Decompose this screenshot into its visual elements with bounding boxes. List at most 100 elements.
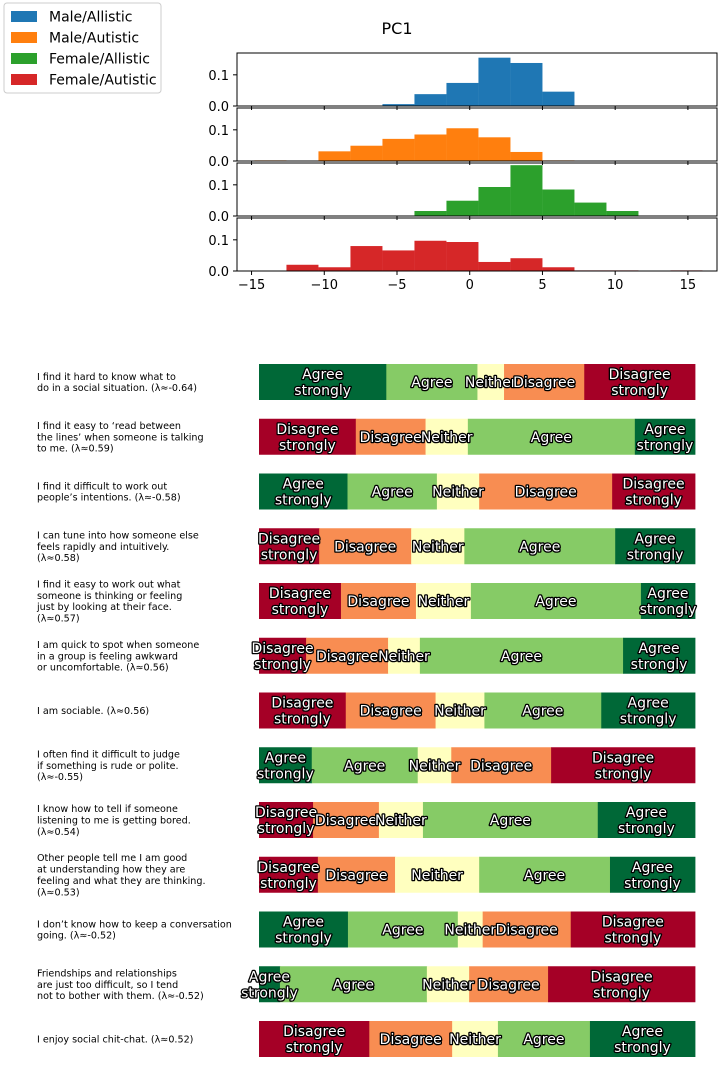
x-tick-label: −10 — [311, 278, 338, 293]
segment-label: Agree — [519, 539, 560, 555]
bar-segment — [479, 856, 611, 893]
segment-label: Disagree — [271, 696, 333, 712]
bar-segment — [640, 583, 696, 619]
hist-bar — [510, 165, 543, 216]
segment-label: strongly — [611, 383, 668, 399]
question-text: Friendships and relationships — [37, 968, 177, 979]
question-text: someone is thinking or feeling — [37, 591, 182, 602]
bar-segment — [422, 802, 599, 838]
bar-segment — [319, 528, 412, 565]
y-tick-label: 0.0 — [208, 100, 229, 115]
hist-bar — [478, 137, 511, 161]
segment-label: strongly — [272, 602, 329, 618]
segment-label: Agree — [344, 758, 385, 774]
hist-bar — [542, 189, 575, 216]
hist-bar — [446, 82, 479, 106]
segment-label: Agree — [644, 422, 685, 438]
hist-panel-2: 0.0 0.1 — [208, 162, 718, 225]
segment-label: Agree — [283, 477, 324, 493]
segment-label: strongly — [631, 657, 688, 673]
x-tick-label: 10 — [607, 278, 624, 293]
segment-label: Neither — [444, 923, 496, 939]
bar-segment — [469, 966, 549, 1003]
question-text: going. (λ≈-0.52) — [37, 931, 116, 942]
segment-label: Disagree — [592, 750, 654, 766]
hist-bar — [446, 200, 479, 216]
segment-label: Disagree — [255, 805, 317, 821]
question-text: feels rapidly and intuitively. — [37, 542, 169, 553]
bar-segment — [317, 856, 396, 893]
segment-label: Agree — [638, 641, 679, 657]
bar-segment — [477, 364, 505, 400]
segment-label: Agree — [524, 868, 565, 884]
hist-bar — [478, 261, 511, 271]
segment-label: Disagree — [276, 422, 338, 438]
bar-segment — [426, 966, 470, 1003]
segment-label: Neither — [434, 704, 486, 720]
segment-label: Disagree — [325, 868, 387, 884]
bar-segment — [452, 1021, 499, 1057]
segment-label: Disagree — [609, 367, 671, 383]
hist-bar — [414, 240, 447, 271]
segment-label: Neither — [409, 758, 461, 774]
segment-label: Agree — [531, 430, 572, 446]
segment-label: Disagree — [360, 704, 422, 720]
bar-segment — [259, 856, 319, 893]
bar-segment — [451, 747, 552, 784]
segment-label: strongly — [627, 547, 684, 563]
hist-bar — [414, 94, 447, 106]
panel-frame — [236, 52, 718, 107]
hist-bar — [478, 57, 511, 106]
segment-label: Agree — [372, 485, 413, 501]
x-tick-label: 0 — [466, 278, 474, 293]
question-text: at understanding how they are — [37, 865, 185, 876]
segment-label: Disagree — [496, 923, 558, 939]
segment-label: strongly — [241, 985, 298, 1001]
segment-label: Neither — [411, 868, 463, 884]
segment-label: Neither — [375, 813, 427, 829]
y-tick-label: 0.0 — [208, 265, 229, 280]
question-text: are just too difficult, so I tend — [37, 980, 178, 991]
segment-label: Disagree — [334, 539, 396, 555]
chart-title: PC1 — [382, 19, 413, 38]
bar-segment — [482, 911, 572, 948]
x-tick-label: 5 — [538, 278, 546, 293]
segment-label: Disagree — [623, 477, 685, 493]
y-tick-label: 0.1 — [208, 124, 229, 139]
bar-segment — [259, 802, 314, 838]
question-text: I am quick to spot when someone — [37, 640, 199, 651]
likert-row-2: I find it difficult to work outpeople’s … — [37, 473, 696, 510]
likert-row-12: I enjoy social chit-chat. (λ≈0.52) Disagr… — [37, 1021, 696, 1057]
segment-label: strongly — [595, 766, 652, 782]
segment-label: strongly — [605, 931, 662, 947]
legend-swatch — [11, 11, 37, 22]
bar-segment — [584, 364, 696, 400]
segment-label: Neither — [421, 430, 473, 446]
question-text: (λ≈0.53) — [37, 887, 80, 898]
segment-label: Disagree — [515, 485, 577, 501]
segment-label: Agree — [626, 805, 667, 821]
bar-segment — [479, 473, 613, 510]
segment-label: strongly — [294, 383, 351, 399]
segment-label: Disagree — [283, 1024, 345, 1040]
likert-row-10: I don’t know how to keep a conversationg… — [37, 911, 696, 948]
bar-segment — [484, 692, 602, 729]
y-tick-label: 0.1 — [208, 179, 229, 194]
segment-label: strongly — [260, 876, 317, 892]
panel-frame — [236, 107, 718, 162]
segment-label: Agree — [522, 704, 563, 720]
hist-bar — [414, 134, 447, 161]
bar-segment — [504, 364, 585, 400]
segment-label: Agree — [523, 1032, 564, 1048]
hist-bar — [414, 211, 447, 216]
bar-segment — [259, 966, 281, 1003]
bar-segment — [467, 418, 636, 455]
question-text: do in a social situation. (λ≈-0.64) — [37, 383, 197, 394]
bar-segment — [470, 583, 642, 619]
